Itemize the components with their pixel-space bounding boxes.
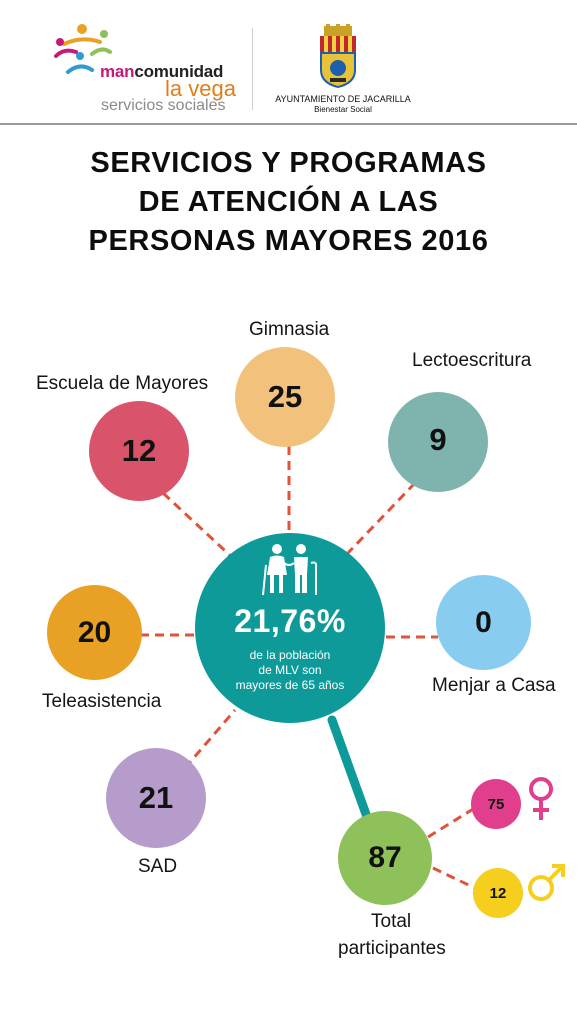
la-vega-text: la vega bbox=[165, 76, 236, 101]
gimnasia-circle: 25 bbox=[235, 347, 335, 447]
bienestar-social-text: Bienestar Social bbox=[314, 105, 372, 114]
gimnasia-label: Gimnasia bbox=[249, 319, 330, 340]
population-percent: 21,76% bbox=[234, 603, 346, 639]
mancomunidad-logo-icon bbox=[54, 24, 112, 74]
lectoescritura-value: 9 bbox=[429, 422, 447, 457]
male-symbol-icon bbox=[528, 864, 565, 901]
servicios-sociales-text: servicios sociales bbox=[101, 97, 226, 114]
total-participants-value: 87 bbox=[368, 841, 402, 874]
gimnasia-value: 25 bbox=[267, 379, 303, 414]
total-label-line-1: Total bbox=[371, 911, 412, 932]
female-count-value: 75 bbox=[487, 795, 505, 813]
menjar-a-casa-circle: 0 bbox=[436, 575, 531, 670]
escuela-de-mayores-value: 12 bbox=[121, 433, 157, 468]
header: mancomunidad la vega servicios sociales … bbox=[0, 0, 577, 124]
escuela-de-mayores-circle: 12 bbox=[89, 401, 189, 501]
escuela-de-mayores-label: Escuela de Mayores bbox=[36, 373, 209, 394]
title-line-3: PERSONAS MAYORES 2016 bbox=[88, 225, 489, 257]
sad-circle: 21 bbox=[106, 748, 206, 848]
connector-escuela bbox=[161, 491, 237, 562]
sad-label: SAD bbox=[138, 856, 178, 877]
sad-value: 21 bbox=[138, 780, 174, 815]
population-hub: 21,76% de la población de MLV son mayore… bbox=[195, 533, 385, 723]
description-line-2: de MLV son bbox=[258, 663, 322, 677]
title-line-1: SERVICIOS Y PROGRAMAS bbox=[90, 147, 487, 179]
connector-sad bbox=[183, 709, 237, 769]
header-separator bbox=[252, 28, 253, 110]
population-description: de la población de MLV son mayores de 65… bbox=[223, 648, 357, 693]
page-title: SERVICIOS Y PROGRAMAS DE ATENCIÓN A LAS … bbox=[0, 144, 577, 261]
teleasistencia-label: Teleasistencia bbox=[42, 691, 162, 712]
description-line-3: mayores de 65 años bbox=[235, 678, 345, 692]
connector-female bbox=[427, 804, 479, 839]
elderly-couple-icon bbox=[262, 544, 318, 596]
female-count-circle: 75 bbox=[471, 779, 521, 829]
coat-of-arms-icon bbox=[320, 24, 356, 88]
description-line-1: de la población bbox=[249, 648, 331, 662]
lectoescritura-label: Lectoescritura bbox=[412, 350, 532, 371]
ayuntamiento-name: AYUNTAMIENTO DE JACARILLA bbox=[275, 94, 411, 104]
menjar-a-casa-label: Menjar a Casa bbox=[432, 675, 556, 696]
connector-lectoescritura bbox=[345, 481, 417, 556]
header-divider bbox=[0, 123, 577, 125]
connector-total bbox=[327, 715, 372, 822]
male-count-circle: 12 bbox=[473, 868, 523, 918]
mancomunidad-text: mancomunidad bbox=[100, 62, 224, 81]
male-count-value: 12 bbox=[489, 884, 507, 902]
total-participants-circle: 87 bbox=[338, 811, 432, 905]
connector-male bbox=[432, 866, 478, 891]
lectoescritura-circle: 9 bbox=[388, 392, 488, 492]
female-symbol-icon bbox=[529, 777, 553, 820]
menjar-a-casa-value: 0 bbox=[475, 605, 492, 639]
teleasistencia-circle: 20 bbox=[47, 585, 142, 680]
total-label-line-2: participantes bbox=[338, 938, 446, 959]
title-line-2: DE ATENCIÓN A LAS bbox=[138, 186, 439, 218]
teleasistencia-value: 20 bbox=[77, 615, 112, 649]
